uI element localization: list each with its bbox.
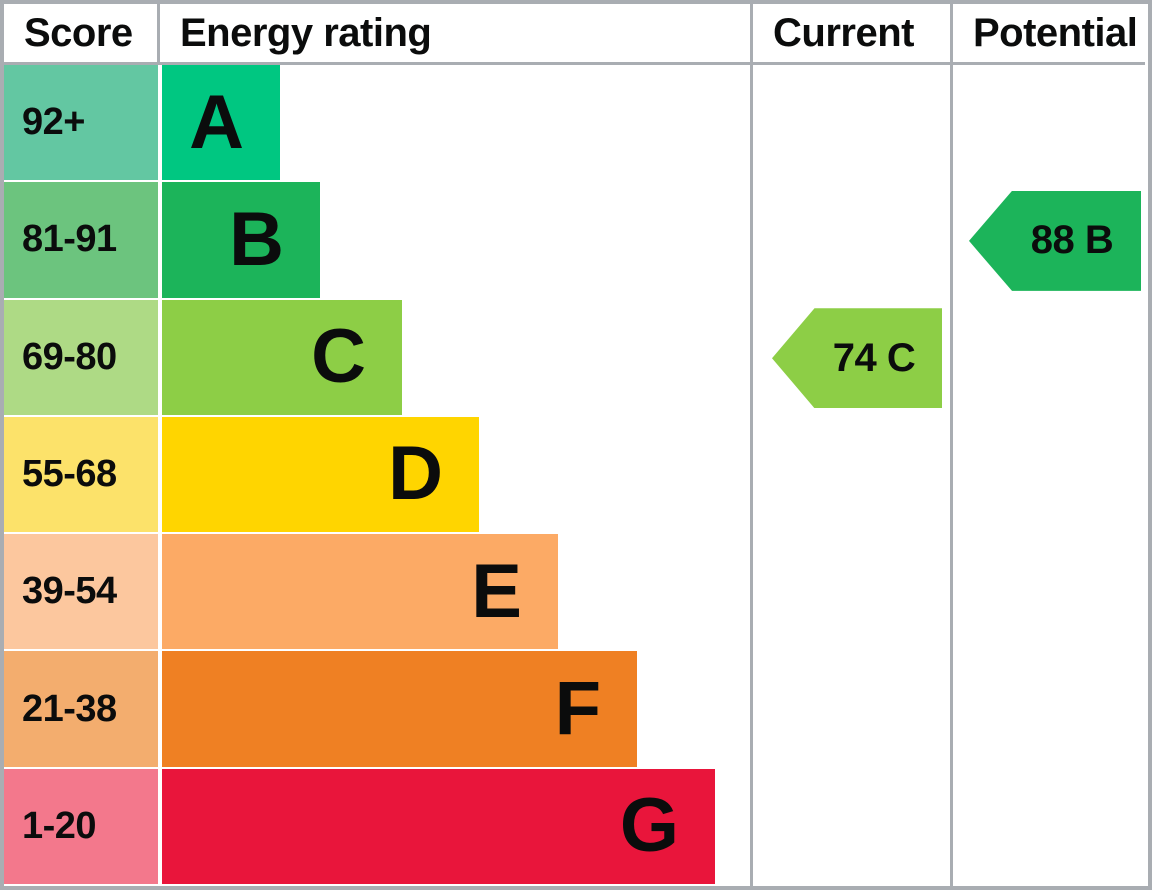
energy-rating-header: Energy rating bbox=[160, 4, 750, 65]
band-bar-f: F bbox=[162, 651, 637, 767]
band-bar-g: G bbox=[162, 768, 715, 884]
band-row-d: D bbox=[160, 416, 750, 535]
band-row-b: B bbox=[160, 182, 750, 300]
current-column: Current 74 C bbox=[750, 4, 950, 886]
score-range-g: 1-20 bbox=[4, 768, 160, 886]
band-row-c: C bbox=[160, 299, 750, 417]
score-range-e: 39-54 bbox=[4, 534, 160, 652]
band-row-e: E bbox=[160, 534, 750, 652]
score-range-d: 55-68 bbox=[4, 416, 160, 535]
score-band-list: 92+ 81-91 69-80 55-68 39-54 21-38 1-20 bbox=[4, 65, 160, 886]
band-bar-e: E bbox=[162, 534, 558, 650]
current-rating-area: 74 C bbox=[753, 65, 950, 886]
band-bar-b: B bbox=[162, 182, 320, 298]
band-row-a: A bbox=[160, 65, 750, 183]
score-range-f: 21-38 bbox=[4, 651, 160, 769]
band-bar-a: A bbox=[162, 65, 280, 181]
score-range-a: 92+ bbox=[4, 65, 160, 183]
score-header: Score bbox=[4, 4, 160, 65]
current-header: Current bbox=[753, 4, 950, 65]
score-column: Score 92+ 81-91 69-80 55-68 39-54 21-38 1-20 bbox=[4, 4, 160, 886]
band-row-g: G bbox=[160, 768, 750, 886]
potential-header: Potential bbox=[953, 4, 1145, 65]
band-row-f: F bbox=[160, 651, 750, 769]
current-rating-arrow: 74 C bbox=[772, 308, 942, 409]
potential-column: Potential 88 B bbox=[950, 4, 1145, 886]
score-range-b: 81-91 bbox=[4, 182, 160, 300]
potential-rating-area: 88 B bbox=[953, 65, 1145, 886]
potential-rating-arrow: 88 B bbox=[969, 190, 1141, 291]
score-range-c: 69-80 bbox=[4, 299, 160, 417]
band-bar-c: C bbox=[162, 299, 402, 415]
band-bar-d: D bbox=[162, 416, 479, 533]
